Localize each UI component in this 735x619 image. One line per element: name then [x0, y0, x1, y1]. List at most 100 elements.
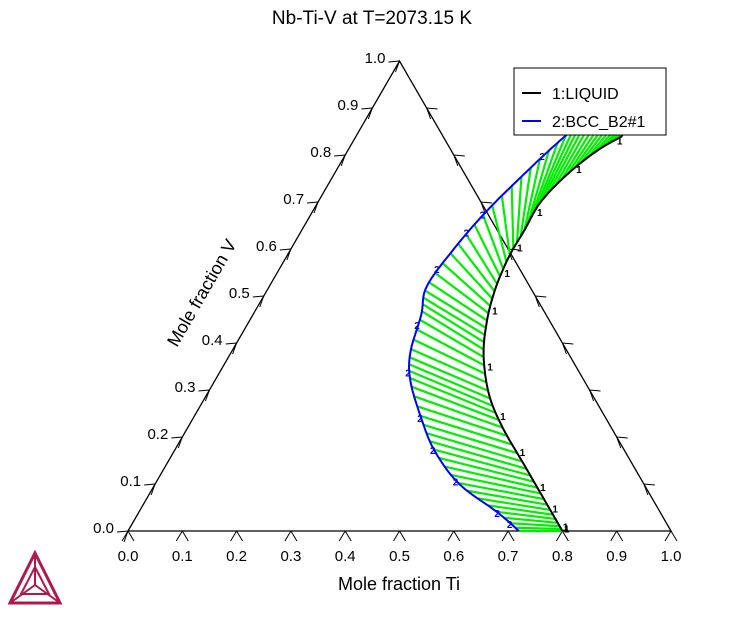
y-tick-label: 0.5: [229, 285, 250, 302]
y-tick-label: 1.0: [365, 50, 386, 67]
tieline: [409, 377, 497, 414]
x-tick-label: 0.6: [443, 548, 464, 565]
legend: 1:LIQUID 2:BCC_B2#1: [513, 67, 667, 136]
bcc-marker-label: 2: [494, 509, 500, 520]
tieline: [515, 176, 523, 243]
y-tick-mark: [171, 436, 183, 439]
y-tick-label: 0.0: [93, 520, 114, 537]
bcc-marker-label: 2: [539, 152, 545, 163]
y-tick-label: 0.4: [202, 332, 223, 349]
liquid-marker-label: 1: [552, 504, 558, 515]
tieline: [410, 348, 487, 384]
right-tick-mark: [616, 436, 622, 449]
right-tick-mark: [643, 483, 649, 496]
bcc-marker-label: 2: [434, 265, 440, 276]
liquid-marker-label: 1: [537, 208, 543, 219]
bcc-marker-label: 2: [480, 210, 486, 221]
y-tick-mark: [313, 201, 319, 214]
tieline: [523, 158, 542, 231]
tieline: [529, 142, 559, 219]
liquid-marker-label: 1: [492, 306, 498, 317]
y-tick-mark: [232, 342, 238, 355]
right-tick-mark: [561, 342, 567, 355]
x-axis-label: Mole fraction Ti: [338, 574, 460, 594]
tieline: [428, 281, 488, 322]
x-tick-mark: [127, 530, 135, 542]
right-tick-mark: [535, 295, 547, 298]
tieline: [426, 432, 523, 463]
liquid-marker-label: 1: [504, 269, 510, 280]
tieline: [422, 296, 486, 336]
liquid-marker-label: 1: [500, 412, 506, 423]
x-tick-label: 0.4: [335, 548, 356, 565]
x-tick-mark: [236, 530, 244, 542]
tieline: [449, 252, 494, 300]
bcc-marker-label: 2: [430, 446, 436, 457]
legend-label-bcc: 2:BCC_B2#1: [552, 114, 645, 131]
tieline: [526, 150, 551, 225]
right-tick-mark: [534, 295, 540, 308]
y-tick-label: 0.9: [337, 97, 358, 114]
x-tick-label: 0.2: [226, 548, 247, 565]
right-tick-mark: [480, 201, 492, 204]
tieline: [438, 456, 535, 483]
x-tick-mark: [338, 530, 346, 542]
y-tick-mark: [198, 389, 210, 392]
tieline: [416, 328, 485, 367]
liquid-marker-label: 1: [617, 137, 623, 148]
bcc-marker-label: 2: [507, 520, 513, 531]
tieline: [491, 205, 508, 263]
right-tick-mark: [589, 389, 601, 392]
x-tick-mark: [501, 530, 509, 542]
bcc-marker-label: 2: [463, 228, 469, 239]
y-tick-label: 0.1: [120, 473, 141, 490]
tieline: [496, 510, 556, 521]
y-tick-mark: [116, 530, 129, 533]
y-tick-labels: 0.0 0.1 0.2 0.3 0.4 0.5 0.6 0.7 0.8 0.9 1.0: [93, 50, 385, 537]
y-tick-label: 0.3: [175, 379, 196, 396]
bcc-marker-label: 2: [405, 368, 411, 379]
tieline: [434, 272, 490, 315]
y-tick-mark: [388, 60, 400, 63]
tieline: [473, 224, 502, 277]
legend-box: [513, 67, 667, 136]
y-tick-label: 0.2: [147, 426, 168, 443]
liquid-marker-label: 1: [563, 523, 569, 534]
x-tick-mark: [284, 530, 292, 542]
tieline: [482, 214, 505, 270]
y-tick-label: 0.6: [256, 238, 277, 255]
x-tick-mark: [175, 530, 183, 542]
tieline: [424, 289, 487, 329]
right-tick-mark: [616, 436, 628, 439]
x-tick-label: 0.7: [498, 548, 519, 565]
x-tick-mark: [555, 530, 563, 542]
liquid-marker-label: 1: [487, 363, 493, 374]
tieline: [420, 414, 513, 446]
x-tick-label: 0.8: [552, 548, 573, 565]
x-tick-mark: [453, 530, 461, 542]
y-tick-mark: [259, 295, 265, 308]
bcc-marker-label: 2: [414, 321, 420, 332]
tieline: [421, 310, 485, 351]
x-tick-mark: [664, 530, 672, 542]
right-tick-mark: [562, 342, 574, 345]
right-tick-mark: [453, 154, 459, 167]
tieline: [409, 356, 489, 392]
y-tick-label: 0.8: [310, 144, 331, 161]
tieline: [429, 440, 527, 470]
tieline: [533, 135, 567, 212]
tick-marks: [116, 60, 678, 543]
tieline: [444, 465, 538, 489]
x-tick-label: 0.5: [389, 548, 410, 565]
right-tick-mark: [643, 483, 655, 486]
y-tick-mark: [334, 154, 346, 157]
tieline: [500, 195, 511, 256]
x-tick-mark: [344, 530, 352, 542]
tieline: [408, 363, 491, 400]
x-tick-mark: [181, 530, 189, 542]
tieline: [408, 369, 494, 407]
y-tick-mark: [367, 107, 373, 120]
x-tick-label: 0.3: [280, 548, 301, 565]
x-tick-mark: [393, 530, 400, 542]
